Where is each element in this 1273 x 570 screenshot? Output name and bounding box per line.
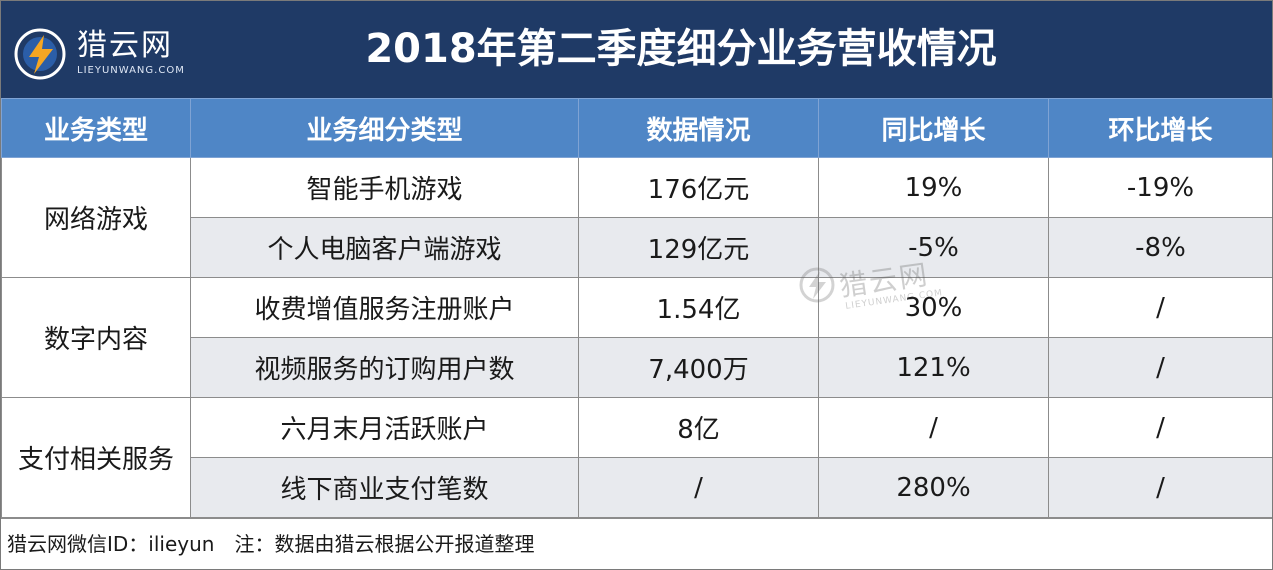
yoy-cell: /	[818, 397, 1049, 458]
yoy-cell: 121%	[818, 337, 1049, 398]
page-title: 2018年第二季度细分业务营收情况	[365, 26, 997, 72]
yoy-cell: 30%	[818, 277, 1049, 338]
table-row: 线下商业支付笔数 / 280% /	[2, 457, 1272, 518]
sub-type-cell: 个人电脑客户端游戏	[190, 217, 579, 278]
qoq-cell: /	[1048, 397, 1272, 458]
footer-note: 猎云网微信ID：ilieyun 注：数据由猎云根据公开报道整理	[1, 518, 1272, 569]
table-row: 网络游戏 智能手机游戏 176亿元 19% -19%	[1, 157, 1272, 278]
header-sub-type: 业务细分类型	[190, 98, 579, 158]
table-row: 数字内容 收费增值服务注册账户 1.54亿 30% /	[1, 277, 1272, 398]
sub-type-cell: 线下商业支付笔数	[190, 457, 579, 518]
revenue-table: 业务类型 业务细分类型 数据情况 同比增长 环比增长 网络游戏 智能手机游戏 1…	[1, 98, 1272, 518]
category-cell: 支付相关服务	[1, 397, 191, 518]
data-cell: 1.54亿	[578, 277, 819, 338]
header-qoq: 环比增长	[1048, 98, 1272, 158]
data-cell: /	[578, 457, 819, 518]
yoy-cell: 280%	[818, 457, 1049, 518]
header-business-type: 业务类型	[1, 98, 191, 158]
header-row: 业务类型 业务细分类型 数据情况 同比增长 环比增长	[1, 98, 1272, 158]
qoq-cell: /	[1048, 277, 1272, 338]
qoq-cell: -8%	[1048, 217, 1272, 278]
data-cell: 176亿元	[578, 157, 819, 218]
category-cell: 网络游戏	[1, 157, 191, 278]
title-bar: 猎云网 LIEYUNWANG.COM 2018年第二季度细分业务营收情况	[1, 1, 1272, 98]
data-cell: 7,400万	[578, 337, 819, 398]
data-cell: 8亿	[578, 397, 819, 458]
logo: 猎云网 LIEYUNWANG.COM	[13, 27, 203, 83]
qoq-cell: /	[1048, 457, 1272, 518]
yoy-cell: -5%	[818, 217, 1049, 278]
yoy-cell: 19%	[818, 157, 1049, 218]
lightning-circle-icon	[14, 28, 66, 80]
data-cell: 129亿元	[578, 217, 819, 278]
qoq-cell: /	[1048, 337, 1272, 398]
logo-domain: LIEYUNWANG.COM	[77, 65, 185, 76]
sub-type-cell: 视频服务的订购用户数	[190, 337, 579, 398]
table-row: 视频服务的订购用户数 7,400万 121% /	[2, 337, 1272, 398]
header-data: 数据情况	[578, 98, 819, 158]
header-yoy: 同比增长	[818, 98, 1049, 158]
category-cell: 数字内容	[1, 277, 191, 398]
qoq-cell: -19%	[1048, 157, 1272, 218]
logo-text: 猎云网	[77, 28, 173, 63]
table-row: 个人电脑客户端游戏 129亿元 -5% -8%	[2, 217, 1272, 278]
sub-type-cell: 智能手机游戏	[190, 157, 579, 218]
sub-type-cell: 六月末月活跃账户	[190, 397, 579, 458]
table-row: 支付相关服务 六月末月活跃账户 8亿 / /	[1, 397, 1272, 518]
sub-type-cell: 收费增值服务注册账户	[190, 277, 579, 338]
footer-text: 猎云网微信ID：ilieyun 注：数据由猎云根据公开报道整理	[7, 532, 535, 556]
